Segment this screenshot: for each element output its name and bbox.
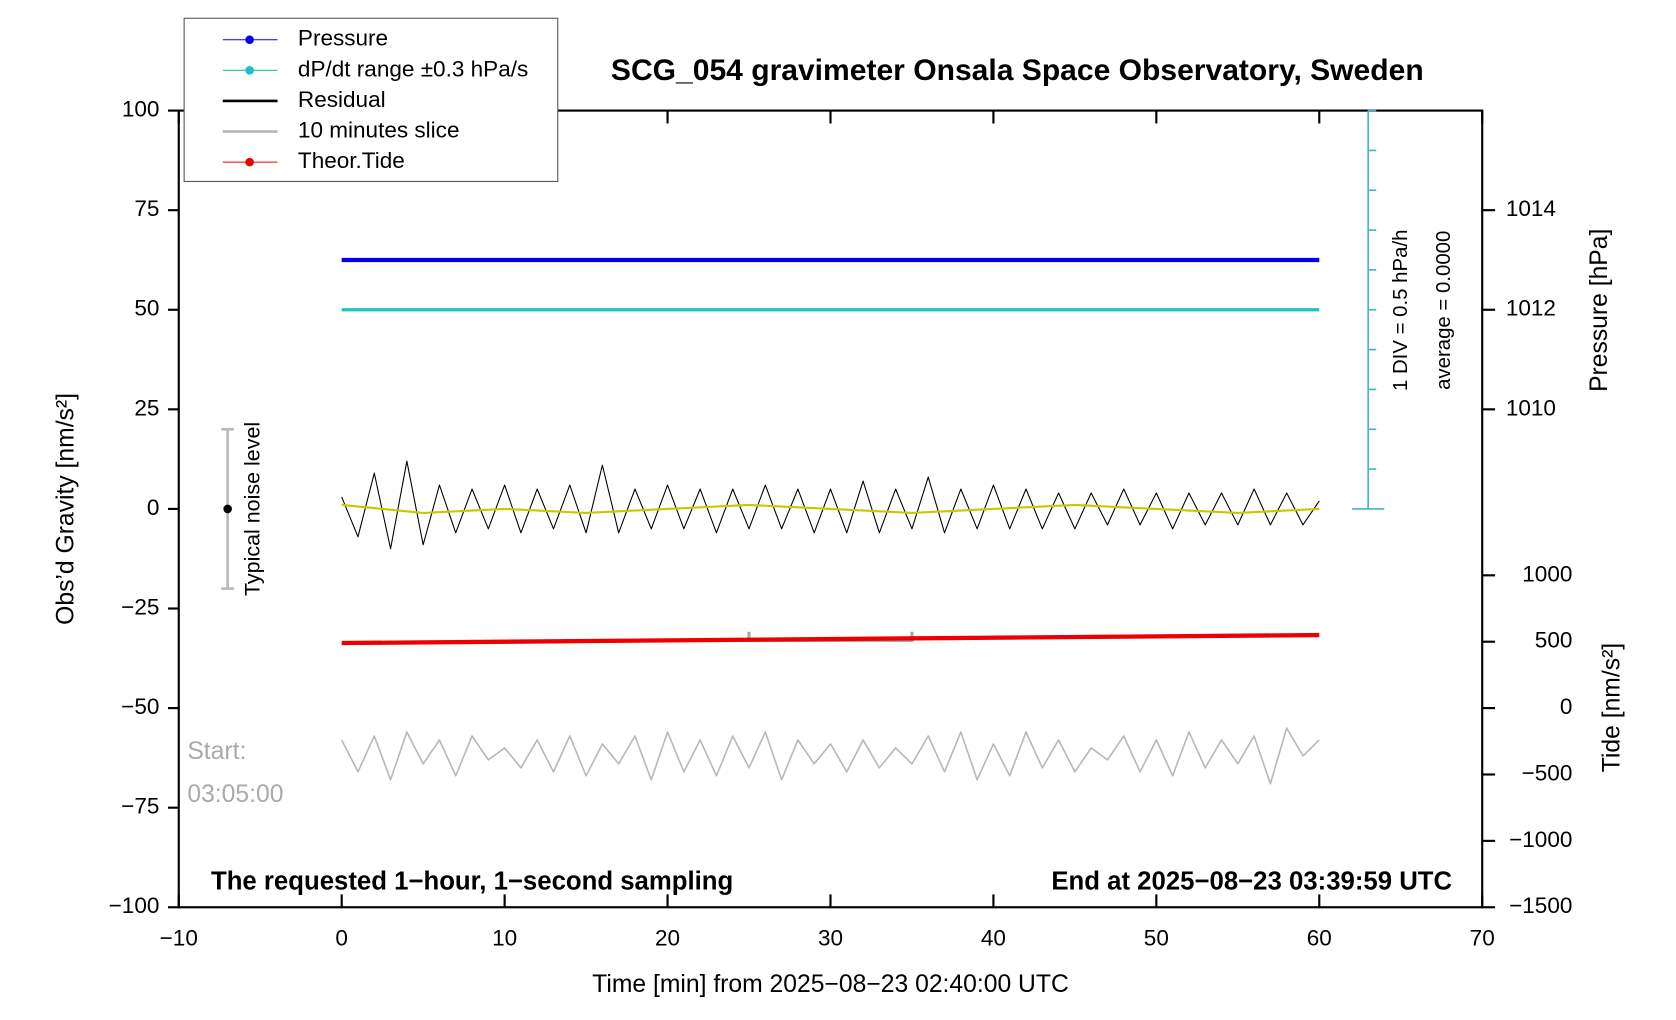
y-tick-label: 75 [134,196,159,221]
x-tick-label: 60 [1307,925,1332,950]
series-line [341,632,1320,646]
legend-label: 10 minutes slice [298,117,460,142]
x-tick-label: 70 [1470,925,1495,950]
y-tick-label: 50 [134,296,159,321]
y-tick-label: −75 [121,794,159,819]
y3-tick-label: −500 [1522,760,1573,785]
y-axis-label: Obs’d Gravity [nm/s²] [53,393,80,625]
dpdt-average: average = 0.0000 [1433,231,1455,390]
x-tick-label: 20 [655,925,680,950]
x-tick-label: 30 [818,925,843,950]
noise-center [223,504,232,514]
x-tick-label: 0 [335,925,348,950]
y-tick-label: 100 [122,97,160,122]
y2-tick-label: 1014 [1506,196,1556,221]
footer-right: End at 2025−08−23 03:39:59 UTC [1051,867,1452,895]
chart-title: SCG_054 gravimeter Onsala Space Observat… [611,54,1424,87]
y2-tick-label: 1010 [1506,395,1556,420]
series-line [341,503,1320,514]
dpdt-scale-label: 1 DIV = 0.5 hPa/h [1390,230,1412,392]
start-label: Start: [187,738,246,765]
y3-tick-label: 500 [1535,628,1573,653]
y-tick-label: −100 [109,893,160,918]
footer-left: The requested 1−hour, 1−second sampling [211,867,733,895]
legend-label: Theor.Tide [298,148,405,173]
y3-tick-label: −1000 [1509,827,1572,852]
y-tick-label: 0 [147,495,160,520]
legend-label: Pressure [298,26,388,51]
x-tick-label: −10 [160,925,198,950]
x-tick-label: 50 [1144,925,1169,950]
y-tick-label: 25 [134,395,159,420]
legend-marker [245,66,254,75]
series-line [341,460,1320,550]
y-tick-label: −25 [121,594,159,619]
y-tick-label: −50 [121,694,159,719]
noise-label: Typical noise level [241,422,265,596]
legend-label: Residual [298,87,386,112]
y2-axis-label: Pressure [hPa] [1586,229,1613,392]
y3-axis-label: Tide [nm/s²] [1599,643,1626,772]
legend-marker [245,35,254,45]
start-time: 03:05:00 [187,781,283,808]
x-tick-label: 10 [492,925,517,950]
y3-tick-label: 0 [1560,694,1573,719]
x-axis-label: Time [min] from 2025−08−23 02:40:00 UTC [592,971,1069,998]
legend-marker [245,157,254,167]
legend-label: dP/dt range ±0.3 hPa/s [298,56,528,81]
y3-tick-label: 1000 [1522,561,1572,586]
y2-tick-label: 1012 [1506,296,1556,321]
y3-tick-label: −1500 [1509,893,1572,918]
x-tick-label: 40 [981,925,1006,950]
series-line [340,727,1320,785]
